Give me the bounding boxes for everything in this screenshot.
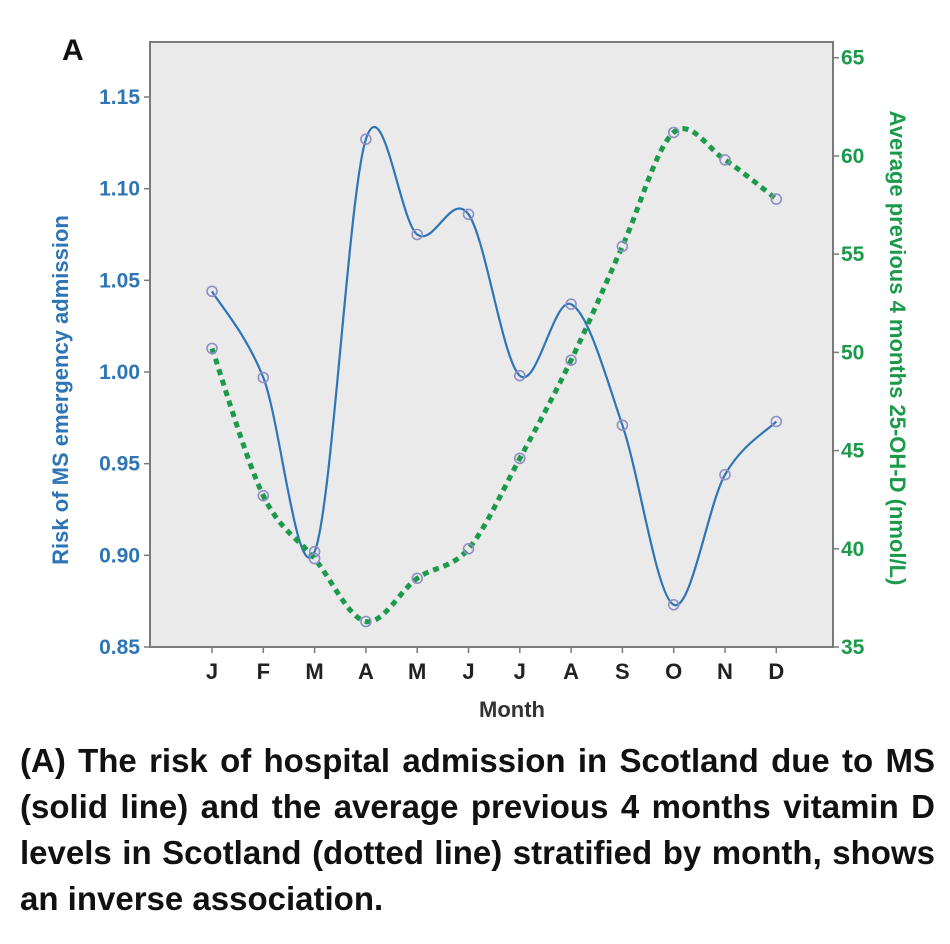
vitamin-d-data-point <box>206 342 218 355</box>
vitamin-d-series-line <box>209 126 778 625</box>
x-axis-label: Month <box>479 697 545 722</box>
x-tick-label: M <box>408 659 426 684</box>
risk-series-line <box>211 126 778 606</box>
left-tick-label: 1.05 <box>99 269 140 292</box>
right-axis-label: Average previous 4 months 25-OH-D (nmol/… <box>885 111 910 586</box>
left-tick-label: 1.10 <box>99 178 140 201</box>
risk-data-point <box>616 419 629 432</box>
vitamin-d-data-point <box>308 552 321 565</box>
left-axis-ticks: 0.85 0.90 0.95 1.00 1.05 1.10 1.15 <box>99 86 150 659</box>
risk-data-point <box>462 208 475 221</box>
risk-data-point <box>411 228 424 241</box>
figure-caption: (A) The risk of hospital admission in Sc… <box>20 742 935 917</box>
right-tick-label: 50 <box>841 341 864 364</box>
vitamin-d-data-point <box>513 452 526 465</box>
right-tick-label: 65 <box>841 47 865 70</box>
left-tick-label: 1.00 <box>99 361 140 384</box>
risk-data-point <box>667 598 680 611</box>
right-axis-ticks: 35 40 45 50 55 60 65 <box>833 47 865 659</box>
right-tick-label: 60 <box>841 145 864 168</box>
x-tick-label: S <box>615 659 630 684</box>
vitamin-d-data-point <box>616 240 629 253</box>
panel-label: A <box>62 34 84 67</box>
right-tick-label: 35 <box>841 636 865 659</box>
risk-data-point <box>565 298 577 311</box>
plot-area <box>149 41 834 648</box>
vitamin-d-data-point <box>565 354 577 367</box>
risk-data-point <box>513 369 526 382</box>
vitamin-d-data-point <box>360 615 372 628</box>
left-tick-label: 1.15 <box>99 86 140 109</box>
vitamin-d-data-point <box>411 572 424 585</box>
vitamin-d-data-point <box>667 126 680 139</box>
x-tick-label: M <box>305 659 323 684</box>
risk-data-point <box>719 468 731 481</box>
x-tick-label: J <box>206 659 218 684</box>
left-axis-label: Risk of MS emergency admission <box>48 215 73 565</box>
left-tick-label: 0.95 <box>99 453 140 476</box>
x-tick-label: D <box>768 659 784 684</box>
vitamin-d-data-point <box>719 154 731 166</box>
x-tick-label: N <box>717 659 733 684</box>
vitamin-d-data-point <box>257 489 270 502</box>
vitamin-d-data-point <box>770 193 783 205</box>
risk-data-point <box>360 133 372 145</box>
risk-data-point <box>770 415 783 428</box>
left-tick-label: 0.90 <box>99 544 140 567</box>
x-tick-label: A <box>563 659 579 684</box>
right-tick-label: 45 <box>841 440 865 463</box>
vitamin-d-data-point <box>462 542 475 555</box>
risk-data-point <box>206 285 218 298</box>
risk-data-point <box>257 371 270 384</box>
x-tick-label: O <box>665 659 682 684</box>
x-tick-label: J <box>462 659 474 684</box>
right-tick-label: 40 <box>841 538 864 561</box>
x-tick-label: A <box>358 659 374 684</box>
series-layer <box>206 126 783 628</box>
left-tick-label: 0.85 <box>99 636 140 659</box>
chart: A 0.85 0.90 0.95 1.00 1.05 1.10 1.15 35 40 45 50 5… <box>48 34 910 722</box>
right-tick-label: 55 <box>841 243 865 266</box>
x-tick-label: J <box>514 659 526 684</box>
x-tick-label: F <box>257 659 270 684</box>
